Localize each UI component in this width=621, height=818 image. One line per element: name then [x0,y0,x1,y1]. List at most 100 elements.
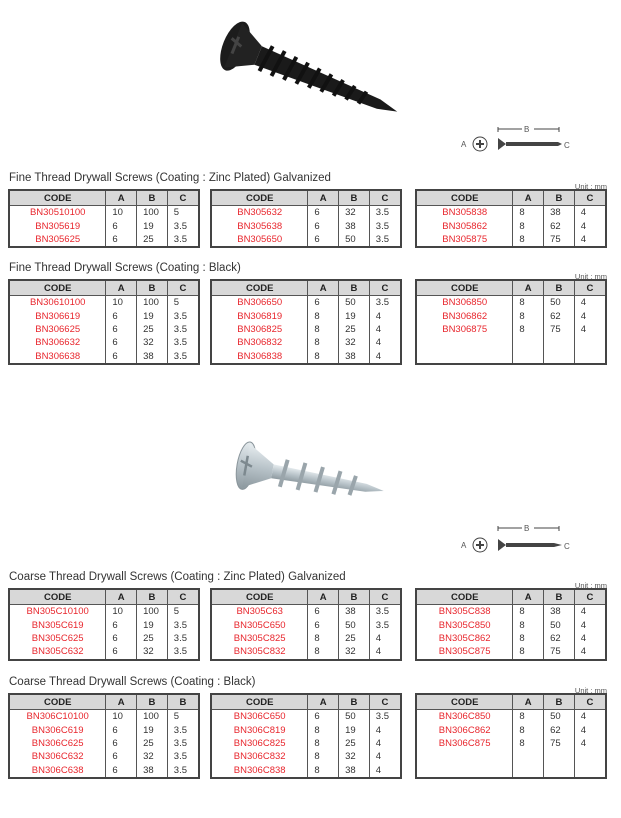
table-row: BN306825 8 25 4 [212,322,400,337]
dimension-diagram: A B C [461,125,570,152]
product-code: BN305C63 [236,606,283,618]
table-row: BN306C638 6 38 3.5 [10,763,198,777]
dimension-value: 4 [368,736,400,751]
table-row: BN305838 8 38 4 [417,205,605,220]
column-header: CODE [417,281,513,296]
column-header: C [573,281,605,296]
dimension-value [543,763,575,777]
spec-table: CODE A B C BN305C838 8 38 4 BN305C850 8 50 4 BN305C8… [415,588,607,661]
column-header: B [543,281,575,296]
dimension-value: 25 [136,322,168,337]
column-header: B [338,281,370,296]
dimension-value: 6 [105,349,137,363]
dimension-value: 19 [136,219,168,233]
dimension-value [573,336,605,350]
dimension-value: 8 [512,295,544,310]
column-header: A [512,590,544,605]
dimension-value: 8 [512,309,544,323]
dim-label-c: C [564,542,570,551]
dimension-value: 3.5 [166,219,198,233]
dimension-value [512,750,544,764]
product-code: BN306C850 [438,711,491,723]
dimension-value: 8 [307,309,339,323]
dimension-value: 8 [307,336,339,350]
dimension-value: 50 [338,295,370,310]
column-header: CODE [417,695,513,710]
column-header: CODE [10,191,106,206]
product-code: BN306825 [237,323,283,335]
dimension-value: 6 [307,709,339,724]
table-row: BN306632 6 32 3.5 [10,336,198,350]
table-row: BN306C875 8 75 4 [417,736,605,751]
column-header: B [338,191,370,206]
product-code: BN306C875 [438,737,491,749]
product-code: BN305650 [237,233,283,245]
product-code: BN305C650 [233,619,286,631]
dimension-value: 50 [543,618,575,632]
table-row: BN305C862 8 62 4 [417,631,605,646]
unit-label: Unit : mm [574,272,607,281]
dimension-value: 38 [338,763,370,777]
dimension-value [543,750,575,764]
table-row: BN306C10100 10 100 5 [10,709,198,724]
dimension-value: 62 [543,309,575,323]
dimension-value: 19 [136,618,168,632]
dimension-value: 6 [307,618,339,632]
column-header: A [105,695,137,710]
column-header: CODE [10,281,106,296]
dimension-value: 8 [512,232,544,247]
column-header: A [307,281,339,296]
product-code: BN306C619 [31,724,84,736]
dimension-value: 6 [105,723,137,737]
dimension-value: 38 [136,349,168,363]
dimension-value: 8 [512,736,544,751]
product-code: BN305C862 [438,632,491,644]
product-code: BN306C650 [233,711,286,723]
dimension-value: 32 [338,336,370,350]
spec-table: CODE A B C BN305C10100 10 100 5 BN305C619 6 19 3.5 B… [8,588,200,661]
dimension-value [543,336,575,350]
dimension-value: 75 [543,322,575,337]
table-row: BN305875 8 75 4 [417,232,605,247]
dimension-value: 6 [307,205,339,220]
dimension-value: 38 [543,205,575,220]
table-row: BN306C832 8 32 4 [212,750,400,764]
dimension-value [573,763,605,777]
zinc-drywall-screw-image [235,441,384,496]
table-row: BN305619 6 19 3.5 [10,219,198,233]
product-code: BN305C632 [31,646,84,658]
dimension-value [512,349,544,363]
dimension-value: 4 [368,322,400,337]
column-header: B [166,695,198,710]
dimension-value: 4 [573,736,605,751]
column-header: CODE [417,191,513,206]
column-header: B [543,695,575,710]
product-code: BN305638 [237,220,283,232]
dimension-value: 3.5 [166,736,198,751]
dimension-value: 3.5 [166,763,198,777]
column-header: C [368,590,400,605]
dimension-value: 32 [136,645,168,659]
dimension-value: 8 [307,631,339,646]
product-code: BN306C838 [233,764,286,776]
dimension-value: 4 [573,645,605,659]
product-code [417,350,513,363]
dimension-value: 6 [105,645,137,659]
product-code: BN306819 [237,310,283,322]
dimension-value: 6 [105,750,137,764]
column-header: CODE [10,695,106,710]
dimension-value: 6 [307,219,339,233]
product-code: BN305C832 [233,646,286,658]
dimension-value: 32 [338,645,370,659]
dimension-value: 38 [338,349,370,363]
dimension-value: 5 [166,709,198,724]
dimension-value: 3.5 [368,709,400,724]
unit-label: Unit : mm [574,686,607,695]
dimension-value: 50 [338,709,370,724]
dimension-value: 4 [368,763,400,777]
table-row: BN306875 8 75 4 [417,322,605,337]
table-row: BN306C619 6 19 3.5 [10,723,198,737]
column-header: CODE [212,191,308,206]
dimension-value: 4 [573,618,605,632]
dimension-value: 10 [105,604,137,619]
